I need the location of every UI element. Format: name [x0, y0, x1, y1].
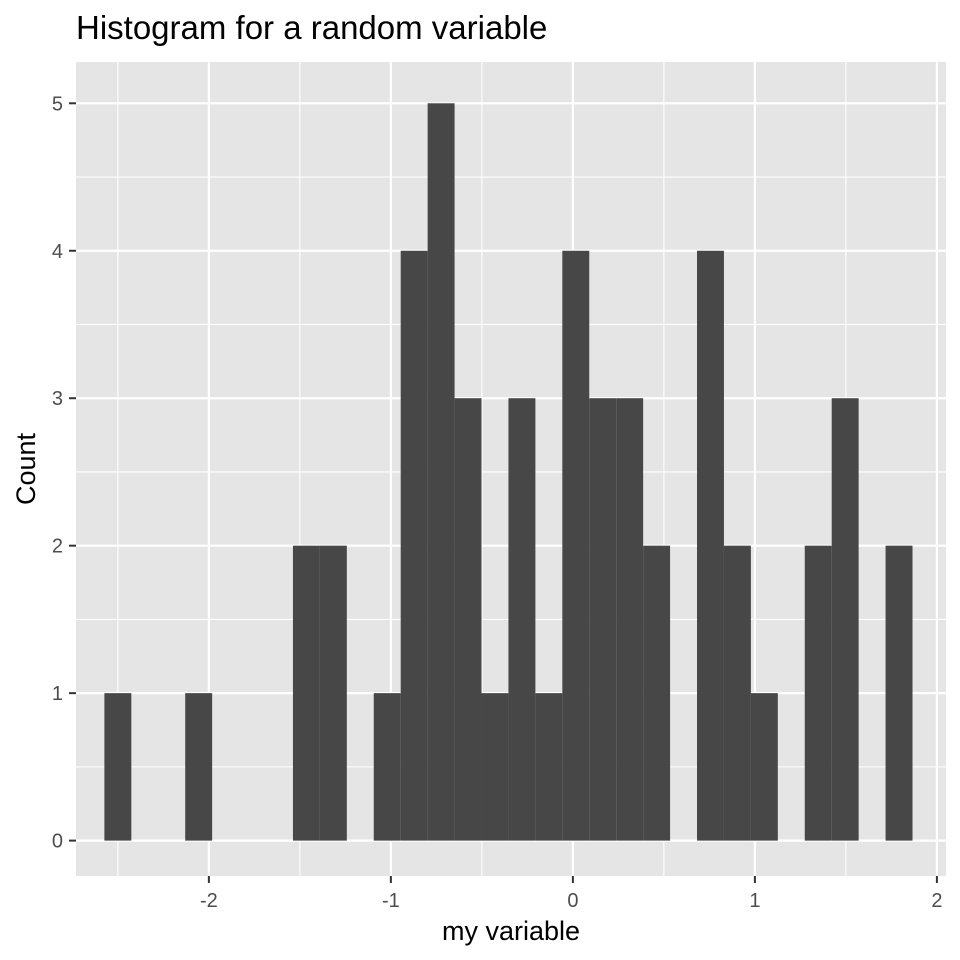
histogram-bar [104, 693, 132, 841]
histogram-bar [723, 545, 751, 841]
histogram-bar [616, 398, 644, 841]
histogram-bar [454, 398, 482, 841]
y-tick-label: 4 [52, 241, 63, 263]
histogram-bar [481, 693, 509, 841]
x-tick-label: -2 [200, 890, 218, 912]
histogram-bar [750, 693, 778, 841]
histogram-bar [589, 398, 617, 841]
histogram-bar [400, 250, 428, 841]
y-tick-label: 1 [52, 683, 63, 705]
chart-title: Histogram for a random variable [76, 9, 547, 46]
x-tick-label: 2 [931, 890, 942, 912]
histogram-bar [373, 693, 401, 841]
histogram-bar [831, 398, 859, 841]
x-axis: -2 -1 0 1 2 [200, 876, 942, 912]
x-tick-label: -1 [382, 890, 400, 912]
histogram-bar [562, 250, 590, 841]
histogram-bar [643, 545, 671, 841]
x-axis-title: my variable [442, 916, 580, 946]
y-axis: 0 1 2 3 4 5 [52, 93, 76, 853]
histogram-bar [804, 545, 832, 841]
y-tick-label: 5 [52, 93, 63, 115]
y-tick-label: 0 [52, 831, 63, 853]
x-tick-label: 0 [567, 890, 578, 912]
histogram-bar [535, 693, 563, 841]
histogram-bar [697, 250, 724, 841]
histogram-bar [508, 398, 536, 841]
histogram-bar [885, 545, 913, 841]
y-tick-label: 3 [52, 388, 63, 410]
x-tick-label: 1 [749, 890, 760, 912]
histogram-bar [185, 693, 213, 841]
histogram-bars [104, 103, 913, 841]
y-tick-label: 2 [52, 536, 63, 558]
histogram-bar [292, 545, 320, 841]
histogram-bar [319, 545, 347, 841]
y-axis-title: Count [11, 432, 41, 505]
histogram-bar [427, 103, 455, 841]
